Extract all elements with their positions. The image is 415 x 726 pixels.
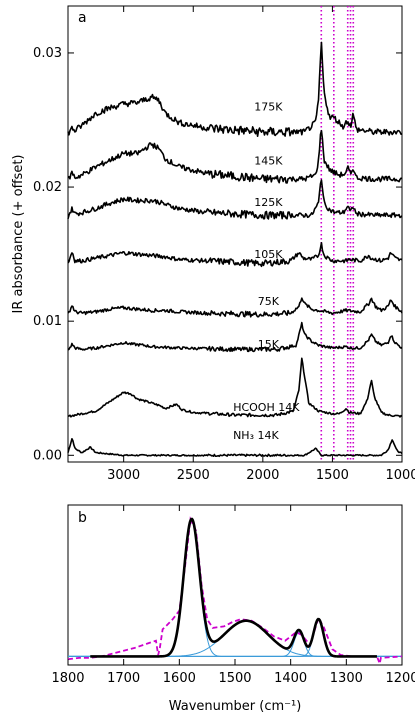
panel-a-frame	[67, 5, 403, 463]
spectrum-line-3	[67, 297, 403, 318]
total-fit	[90, 517, 377, 658]
y-tick-label-0: 0.00	[33, 448, 62, 463]
observed-spectrum	[67, 516, 403, 667]
observed-line	[67, 516, 403, 667]
y-tick-label-3: 0.03	[33, 46, 62, 61]
total-fit-line	[90, 517, 377, 658]
y-axis-title: IR absorbance (+ offset)	[11, 155, 26, 314]
b-x-tick-label-6: 1200	[385, 671, 415, 686]
trace-label-7: 175K	[254, 101, 283, 114]
panel-b-frame	[67, 504, 403, 666]
fit-components	[68, 519, 402, 657]
b-x-tick-label-3: 1500	[218, 671, 251, 686]
trace-label-3: 75K	[258, 295, 280, 308]
spectra-traces	[67, 41, 403, 458]
x-tick-label-4: 1000	[385, 468, 415, 483]
panel-a: a NH₃ 14K HCOOH 14K 15K 75K 105K 125K 145K 175K…	[11, 5, 415, 483]
spectrum-line-7	[67, 41, 403, 138]
trace-label-6: 145K	[254, 154, 283, 167]
trace-label-1: HCOOH 14K	[233, 401, 300, 414]
y-tick-label-2: 0.02	[33, 180, 62, 195]
spectrum-line-0	[67, 438, 403, 458]
spectrum-line-2	[67, 321, 403, 353]
x-tick-label-2: 2000	[246, 468, 279, 483]
panel-a-letter: a	[78, 10, 87, 26]
trace-label-5: 125K	[254, 196, 283, 209]
spectrum-line-4	[67, 241, 403, 268]
panel-b-xticks: 1800 1700 1600 1500 1400 1300 1200	[51, 505, 415, 686]
x-axis-title: Wavenumber (cm⁻¹)	[169, 699, 302, 714]
y-tick-label-1: 0.01	[33, 314, 62, 329]
fit-component-0	[68, 519, 402, 657]
panel-b: b 1800 1700 1600 1500 1400 1300 1200 Wavenumbe…	[51, 504, 415, 714]
b-x-tick-label-2: 1600	[163, 671, 196, 686]
panel-b-letter: b	[78, 510, 87, 526]
trace-label-2: 15K	[258, 338, 280, 351]
spectrum-line-1	[67, 357, 403, 418]
trace-labels: NH₃ 14K HCOOH 14K 15K 75K 105K 125K 145K 175K	[233, 101, 300, 443]
panel-a-xticks: 3000 2500 2000 1500 1000	[107, 6, 415, 483]
reference-vlines	[320, 6, 355, 462]
x-tick-label-3: 1500	[316, 468, 349, 483]
b-x-tick-label-5: 1300	[330, 671, 363, 686]
spectrum-line-5	[67, 179, 403, 220]
trace-label-4: 105K	[254, 248, 283, 261]
b-x-tick-label-4: 1400	[274, 671, 307, 686]
x-tick-label-1: 2500	[177, 468, 210, 483]
panel-a-yticks: 0.00 0.01 0.02 0.03	[33, 46, 402, 463]
b-x-tick-label-0: 1800	[51, 671, 84, 686]
spectrum-line-6	[67, 129, 403, 184]
x-tick-label-0: 3000	[107, 468, 140, 483]
trace-label-0: NH₃ 14K	[233, 429, 279, 442]
b-x-tick-label-1: 1700	[107, 671, 140, 686]
